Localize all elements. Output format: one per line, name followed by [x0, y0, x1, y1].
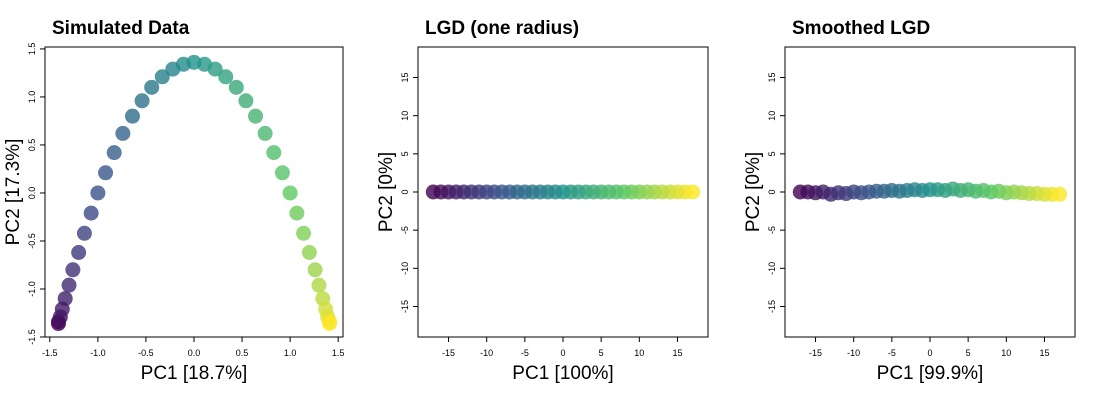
point — [218, 69, 234, 85]
point — [289, 205, 305, 221]
panel: Smoothed LGD PC1 [99.9%] PC2 [0%] -15 -10 -5 0… — [743, 18, 1076, 384]
point — [90, 185, 106, 201]
y-tick-label: -1.5 — [27, 329, 37, 345]
x-tick-label: 0 — [560, 348, 565, 358]
panel-title: Smoothed LGD — [792, 18, 930, 39]
point — [282, 185, 298, 201]
x-tick-label: -15 — [809, 348, 822, 358]
point — [115, 125, 131, 141]
point — [685, 184, 701, 200]
x-tick-label: -5 — [521, 348, 529, 358]
point — [311, 277, 327, 293]
point — [296, 225, 312, 241]
y-tick-label: -5 — [400, 226, 410, 234]
x-tick-label: -0.5 — [138, 348, 154, 358]
point — [1052, 186, 1068, 202]
point — [307, 262, 323, 278]
x-tick-label: -10 — [480, 348, 493, 358]
x-tick-label: 10 — [634, 348, 644, 358]
point — [144, 79, 160, 95]
point — [322, 316, 338, 332]
y-tick-label: 0.0 — [27, 187, 37, 200]
point — [57, 291, 73, 307]
point — [124, 108, 140, 124]
y-axis-label: PC2 [17.3%] — [3, 139, 24, 246]
x-tick-label: -1.5 — [42, 348, 58, 358]
y-tick-label: 1.5 — [27, 43, 37, 56]
x-tick-label: 5 — [599, 348, 604, 358]
panel: Simulated Data PC1 [18.7%] PC2 [17.3%] -1.5… — [3, 18, 344, 384]
y-tick-label: -5 — [767, 226, 777, 234]
point — [238, 93, 254, 109]
y-tick-label: -0.5 — [27, 233, 37, 249]
point — [98, 165, 114, 181]
point — [266, 145, 282, 161]
point — [207, 61, 223, 77]
y-tick-label: 0.5 — [27, 139, 37, 152]
point — [274, 165, 290, 181]
x-tick-label: 10 — [1001, 348, 1011, 358]
x-tick-label: 1.5 — [332, 348, 345, 358]
y-tick-label: 5 — [400, 151, 410, 156]
panel-title: LGD (one radius) — [425, 18, 579, 39]
panel-title: Simulated Data — [52, 18, 190, 39]
plot-frame — [784, 46, 1076, 338]
x-tick-label: 15 — [672, 348, 682, 358]
plot-frame — [44, 46, 344, 338]
y-tick-label: 1.0 — [27, 91, 37, 104]
y-tick-label: -10 — [400, 262, 410, 275]
x-tick-label: -5 — [888, 348, 896, 358]
y-tick-label: 5 — [767, 151, 777, 156]
x-tick-label: 0 — [927, 348, 932, 358]
panel: LGD (one radius) PC1 [100%] PC2 [0%] -15 -10… — [376, 18, 709, 384]
x-axis-label: PC1 [99.9%] — [877, 363, 984, 384]
y-tick-label: -15 — [400, 300, 410, 313]
x-tick-label: 1.0 — [284, 348, 297, 358]
point — [154, 69, 170, 85]
y-tick-label: 10 — [400, 111, 410, 121]
point — [134, 93, 150, 109]
y-axis-label: PC2 [0%] — [376, 152, 397, 232]
y-tick-label: 15 — [767, 73, 777, 83]
point — [301, 244, 317, 260]
point — [248, 108, 264, 124]
x-tick-label: 0.5 — [236, 348, 249, 358]
y-axis-label: PC2 [0%] — [743, 152, 764, 232]
y-tick-label: -1.0 — [27, 281, 37, 297]
point — [228, 79, 244, 95]
plot-frame — [417, 46, 709, 338]
x-tick-label: -15 — [442, 348, 455, 358]
x-tick-label: -1.0 — [90, 348, 106, 358]
y-tick-label: 0 — [400, 189, 410, 194]
x-tick-label: -10 — [847, 348, 860, 358]
point — [257, 125, 273, 141]
y-tick-label: -15 — [767, 300, 777, 313]
x-axis-label: PC1 [18.7%] — [141, 363, 248, 384]
x-tick-label: 15 — [1039, 348, 1049, 358]
y-tick-label: 0 — [767, 189, 777, 194]
point — [61, 277, 77, 293]
y-tick-label: -10 — [767, 262, 777, 275]
point — [106, 145, 122, 161]
x-tick-label: 5 — [966, 348, 971, 358]
x-axis-label: PC1 [100%] — [512, 363, 613, 384]
y-tick-label: 10 — [767, 111, 777, 121]
point — [76, 225, 92, 241]
y-tick-label: 15 — [400, 73, 410, 83]
point — [71, 244, 87, 260]
point — [83, 205, 99, 221]
x-tick-label: 0.0 — [188, 348, 201, 358]
point — [65, 262, 81, 278]
